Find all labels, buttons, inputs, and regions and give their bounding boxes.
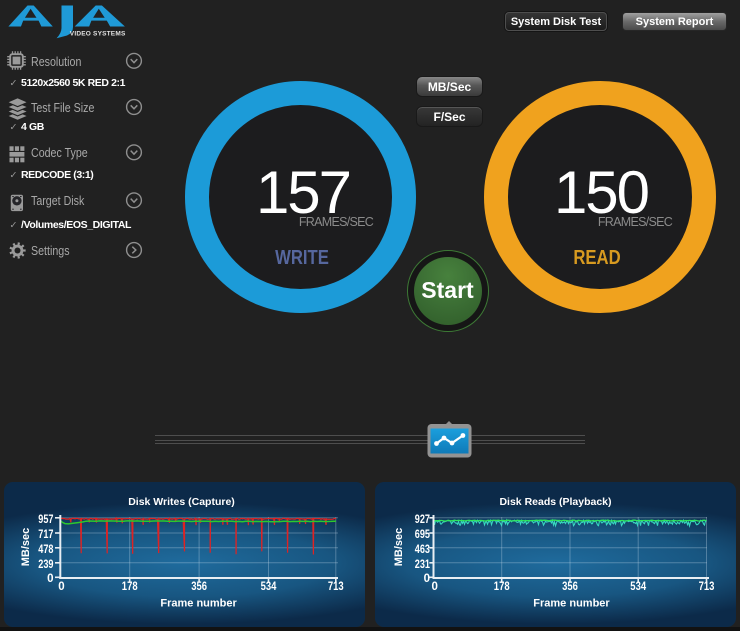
svg-text:0: 0 [47,573,53,585]
svg-text:957: 957 [38,514,53,526]
svg-text:0: 0 [431,581,437,593]
svg-text:534: 534 [261,581,277,593]
svg-text:534: 534 [630,581,646,593]
svg-text:478: 478 [38,544,54,556]
svg-text:MB/sec: MB/sec [393,528,405,567]
svg-text:Frame number: Frame number [160,597,237,609]
svg-text:713: 713 [699,581,715,593]
svg-text:927: 927 [415,514,430,526]
svg-text:178: 178 [494,581,510,593]
svg-text:356: 356 [191,581,207,593]
svg-text:VIDEO SYSTEMS: VIDEO SYSTEMS [70,30,126,37]
svg-text:0: 0 [424,573,430,585]
svg-text:MB/sec: MB/sec [20,528,32,567]
svg-text:713: 713 [328,581,344,593]
svg-text:231: 231 [415,559,431,571]
svg-text:0: 0 [58,581,64,593]
svg-text:178: 178 [122,581,138,593]
svg-text:717: 717 [38,529,53,541]
svg-text:356: 356 [562,581,578,593]
svg-text:Frame number: Frame number [533,597,610,609]
svg-text:463: 463 [415,544,430,556]
svg-text:239: 239 [38,559,53,571]
svg-text:695: 695 [415,529,431,541]
